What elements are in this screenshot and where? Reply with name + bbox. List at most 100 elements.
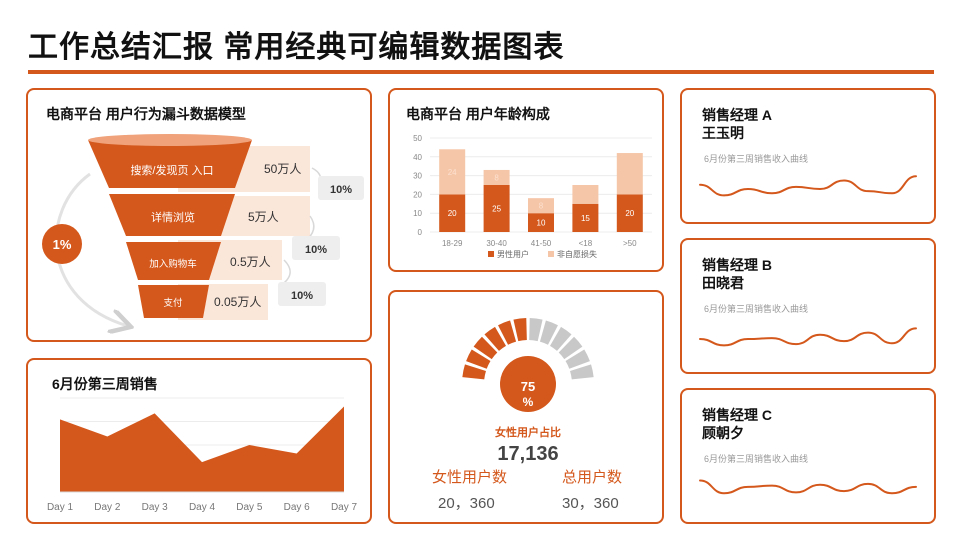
gauge-segment [570, 364, 594, 380]
area-x-tick: Day 1 [47, 502, 74, 513]
bar-x-tick: 30-40 [486, 239, 507, 248]
manager-c-heading: 销售经理 C 顾朝夕 [702, 406, 772, 442]
gauge-segment [513, 318, 527, 342]
gauge-segment [473, 336, 498, 360]
total-users-value: 30，360 [562, 495, 619, 512]
gauge-segment [550, 326, 572, 351]
funnel-stage-value-2: 5万人 [248, 210, 279, 224]
gauge-percent: 75 [521, 379, 535, 394]
legend-swatch [548, 251, 554, 257]
sales-curve-line [699, 327, 917, 347]
manager-a-title: 销售经理 A [702, 107, 772, 123]
funnel-chart: 搜索/发现页 入口 详情浏览 加入购物车 支付 50万人 5万人 0.5万人 0… [42, 134, 364, 344]
funnel-stage-1 [88, 140, 252, 188]
page-title: 工作总结汇报 常用经典可编辑数据图表 [28, 31, 565, 64]
sales-area-chart: Day 1 Day 2 Day 3 Day 4 Day 5 Day 6 Day 7 [47, 397, 358, 513]
bar-y-tick: 10 [413, 209, 422, 218]
age-chart-title: 电商平台 用户年龄构成 [406, 106, 550, 122]
manager-c-subtitle: 6月份第三周销售收入曲线 [704, 454, 809, 464]
manager-card-a: 销售经理 A 王玉明 6月份第三周销售收入曲线 [680, 88, 936, 224]
gauge-segment [466, 349, 491, 369]
area-x-tick: Day 4 [189, 502, 216, 513]
area-x-tick: Day 2 [94, 502, 121, 513]
sales-area-title: 6月份第三周销售 [52, 376, 158, 392]
bar-y-tick: 0 [418, 228, 423, 237]
gauge-label: 女性用户占比 [495, 425, 561, 439]
bar-segment [483, 185, 510, 232]
funnel-stage-value-1: 50万人 [264, 162, 301, 176]
manager-c-title: 销售经理 C [702, 407, 772, 423]
sales-curve-line [699, 479, 917, 495]
bar-segment [439, 194, 466, 232]
gauge-percent-suffix: % [523, 395, 534, 409]
funnel-stage-2 [109, 194, 235, 236]
female-users-label: 女性用户数 [432, 469, 508, 486]
bar-segment [483, 169, 510, 185]
bar-x-tick: 41-50 [531, 239, 552, 248]
bar-y-tick: 30 [413, 172, 422, 181]
bar-x-tick: 18-29 [442, 239, 463, 248]
rate-text-1: 10% [330, 184, 352, 196]
funnel-stage-value-3: 0.5万人 [230, 255, 271, 269]
manager-a-line-chart [699, 175, 917, 197]
rate-text-3: 10% [291, 290, 313, 302]
manager-a-name: 王玉明 [702, 125, 744, 141]
rate-box-2 [292, 236, 340, 260]
manager-b-line-chart [699, 327, 917, 347]
manager-b-subtitle: 6月份第三周销售收入曲线 [704, 304, 809, 314]
bar-y-tick: 20 [413, 190, 422, 199]
bar-value-label: 25 [492, 205, 501, 214]
funnel-stage-label-4: 支付 [163, 297, 183, 309]
funnel-stage-label-1: 搜索/发现页 入口 [130, 163, 213, 177]
manager-c-line-chart [699, 479, 917, 495]
bar-segment [528, 213, 554, 232]
bar-segment [572, 185, 599, 204]
bar-y-tick: 40 [413, 153, 422, 162]
bar-value-label: 20 [448, 209, 457, 218]
total-users-label: 总用户数 [562, 469, 623, 486]
gauge-segment [529, 318, 543, 342]
funnel-stage-3 [126, 242, 221, 280]
funnel-rim [88, 134, 252, 146]
manager-c-name: 顾朝夕 [702, 425, 744, 441]
bar-segment [616, 153, 643, 195]
funnel-stage-label-3: 加入购物车 [149, 258, 197, 270]
gauge-segment [539, 320, 558, 345]
bar-value-label: 10 [537, 219, 546, 228]
manager-a-subtitle: 6月份第三周销售收入曲线 [704, 154, 809, 164]
rate-box-3 [278, 282, 326, 306]
bar-y-tick: 50 [413, 134, 422, 143]
bar-value-label: 8 [494, 173, 499, 182]
area-x-tick: Day 7 [331, 502, 358, 513]
manager-b-name: 田晓君 [702, 275, 744, 291]
manager-card-b: 销售经理 B 田晓君 6月份第三周销售收入曲线 [680, 238, 936, 374]
area-x-tick: Day 3 [142, 502, 169, 513]
sales-curve-line [699, 175, 917, 197]
funnel-panel: 电商平台 用户行为漏斗数据模型 搜索/发现页 入口 详情浏览 加 [26, 88, 372, 342]
bar-segment [439, 149, 466, 195]
gauge-segment [484, 326, 506, 351]
funnel-stage-label-2: 详情浏览 [151, 210, 195, 224]
legend-label: 非自愿损失 [557, 249, 597, 259]
rate-text-2: 10% [305, 244, 327, 256]
area-x-tick: Day 5 [236, 502, 263, 513]
gauge-center-circle [500, 356, 556, 412]
bar-segment [616, 194, 643, 232]
bar-x-tick: <18 [579, 239, 593, 248]
bar-segment [572, 203, 599, 232]
bar-value-label: 24 [448, 168, 457, 177]
gender-panel: 75 % 女性用户占比 17,136 女性用户数 总用户数 20，360 30，… [388, 290, 664, 524]
bar-value-label: 20 [625, 209, 634, 218]
gauge-value: 17,136 [497, 443, 558, 465]
female-users-value: 20，360 [438, 495, 495, 512]
funnel-stage-4 [138, 285, 209, 318]
title-rule [28, 70, 934, 74]
overall-rate-circle [42, 224, 82, 264]
bar-segment [528, 198, 554, 214]
overall-rate-text: 1% [53, 237, 72, 252]
manager-b-title: 销售经理 B [702, 257, 772, 273]
bar-x-tick: >50 [623, 239, 637, 248]
gauge-segment [462, 364, 486, 380]
bar-value-label: 15 [581, 214, 590, 223]
